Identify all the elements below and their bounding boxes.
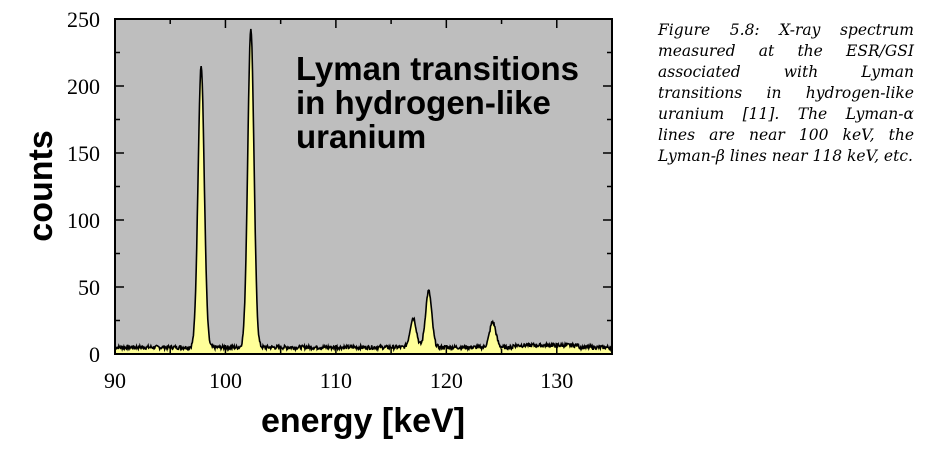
annotation-line-3: uranium [296, 118, 426, 155]
annotation-line-1: Lyman transitions [296, 50, 579, 87]
y-tick-label: 100 [67, 208, 100, 233]
figure-caption: Figure 5.8: X-ray spectrum measured at t… [658, 21, 914, 165]
y-axis-label: counts [22, 130, 60, 241]
x-tick-label: 110 [320, 368, 352, 393]
y-tick-label: 50 [78, 275, 100, 300]
y-tick-label: 200 [67, 74, 100, 99]
x-tick-label: 100 [209, 368, 242, 393]
x-tick-label: 90 [104, 368, 126, 393]
y-tick-label: 0 [89, 342, 100, 367]
x-tick-label: 120 [430, 368, 463, 393]
x-tick-label: 130 [540, 368, 573, 393]
y-tick-label: 150 [67, 141, 100, 166]
y-tick-label: 250 [67, 7, 100, 32]
x-axis-label: energy [keV] [261, 402, 465, 440]
spectrum-line [114, 28, 613, 353]
spectrum-chart: 90 100 110 120 130 0 50 100 150 200 250 energy [k… [22, 7, 613, 440]
annotation-line-2: in hydrogen-like [296, 84, 551, 121]
